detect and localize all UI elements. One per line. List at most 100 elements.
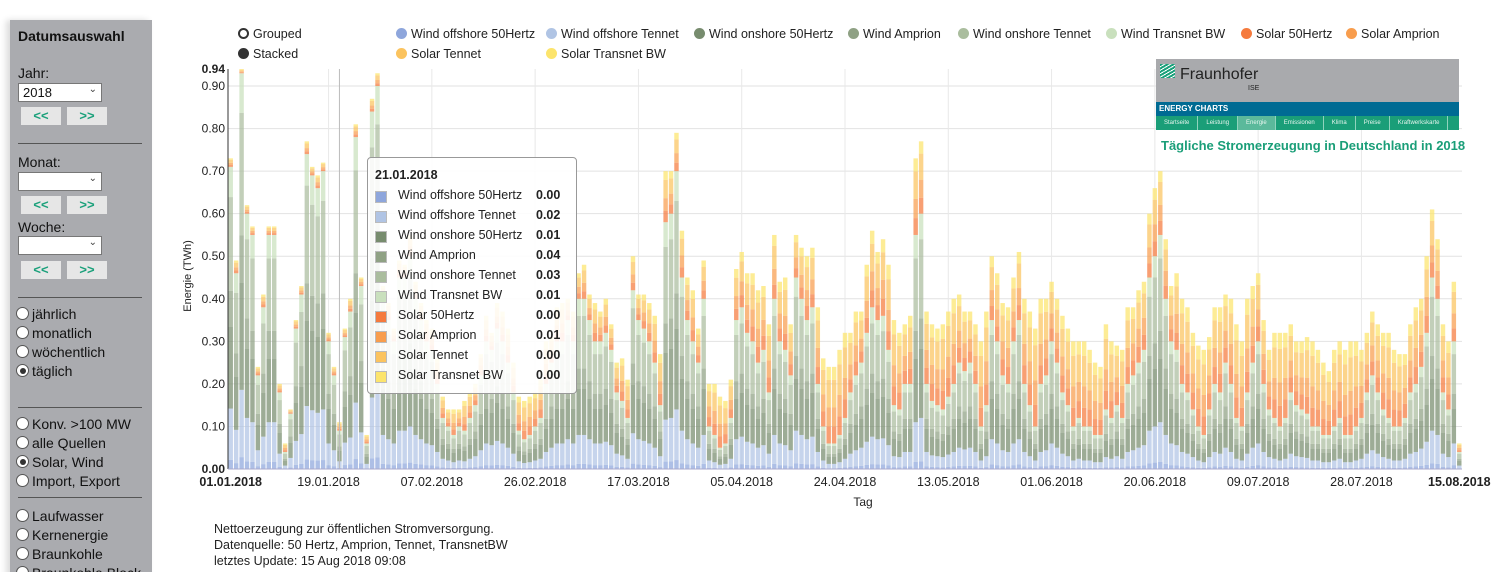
bar-segment[interactable]	[1054, 348, 1060, 363]
bar-segment[interactable]	[690, 298, 696, 318]
bar-segment[interactable]	[603, 332, 609, 347]
bar-segment[interactable]	[891, 365, 897, 387]
bar-segment[interactable]	[342, 330, 348, 334]
bar-segment[interactable]	[984, 467, 989, 469]
bar-segment[interactable]	[739, 251, 744, 262]
bar-segment[interactable]	[1337, 423, 1342, 439]
bar-segment[interactable]	[516, 430, 522, 435]
bar-segment[interactable]	[1027, 439, 1033, 457]
bar-segment[interactable]	[1272, 332, 1277, 348]
bar-segment[interactable]	[462, 405, 467, 417]
bar-segment[interactable]	[353, 126, 358, 132]
bar-segment[interactable]	[1304, 337, 1310, 351]
bar-segment[interactable]	[304, 148, 310, 152]
bar-segment[interactable]	[1027, 311, 1033, 328]
bar-segment[interactable]	[935, 405, 940, 412]
bar-segment[interactable]	[233, 353, 239, 377]
bar-segment[interactable]	[1103, 324, 1109, 339]
bar-segment[interactable]	[1016, 251, 1022, 264]
bar-segment[interactable]	[902, 418, 908, 429]
bar-segment[interactable]	[1087, 467, 1092, 469]
bar-segment[interactable]	[739, 436, 744, 465]
bar-segment[interactable]	[886, 413, 891, 446]
bar-segment[interactable]	[1255, 354, 1261, 394]
bar-segment[interactable]	[625, 399, 630, 410]
mode-grouped[interactable]: Grouped	[238, 27, 302, 41]
bar-segment[interactable]	[603, 346, 609, 389]
bar-segment[interactable]	[1375, 335, 1380, 361]
bar-segment[interactable]	[1065, 456, 1071, 468]
bar-segment[interactable]	[511, 400, 516, 424]
bar-segment[interactable]	[1408, 400, 1413, 424]
bar-segment[interactable]	[679, 277, 685, 297]
bar-segment[interactable]	[837, 349, 842, 365]
bar-segment[interactable]	[331, 425, 337, 451]
bar-segment[interactable]	[315, 337, 320, 413]
bar-segment[interactable]	[837, 438, 842, 449]
bar-segment[interactable]	[587, 334, 592, 382]
bar-segment[interactable]	[1109, 445, 1114, 459]
bar-segment[interactable]	[304, 185, 310, 284]
bar-segment[interactable]	[1212, 367, 1217, 384]
bar-segment[interactable]	[815, 418, 821, 429]
bar-segment[interactable]	[772, 434, 777, 464]
bar-segment[interactable]	[668, 193, 674, 205]
bar-segment[interactable]	[1196, 345, 1201, 360]
bar-segment[interactable]	[310, 173, 315, 176]
bar-segment[interactable]	[1081, 443, 1087, 449]
bar-segment[interactable]	[266, 359, 271, 423]
bar-segment[interactable]	[1288, 453, 1293, 467]
bar-segment[interactable]	[837, 416, 842, 435]
bar-segment[interactable]	[875, 439, 880, 465]
bar-segment[interactable]	[1413, 320, 1419, 348]
bar-segment[interactable]	[717, 447, 723, 450]
bar-segment[interactable]	[848, 342, 853, 365]
bar-segment[interactable]	[902, 334, 908, 356]
bar-segment[interactable]	[358, 277, 364, 279]
bar-segment[interactable]	[674, 293, 679, 329]
bar-segment[interactable]	[473, 467, 478, 469]
bar-segment[interactable]	[636, 294, 641, 299]
bar-segment[interactable]	[1283, 467, 1288, 469]
bar-segment[interactable]	[527, 462, 532, 468]
bar-segment[interactable]	[1342, 416, 1348, 435]
bar-segment[interactable]	[233, 377, 239, 430]
bar-segment[interactable]	[587, 298, 592, 309]
bar-segment[interactable]	[1386, 417, 1391, 424]
bar-segment[interactable]	[293, 464, 299, 469]
bar-segment[interactable]	[908, 429, 913, 452]
bar-segment[interactable]	[266, 330, 271, 359]
bar-segment[interactable]	[859, 338, 864, 352]
bar-segment[interactable]	[233, 463, 239, 469]
bar-segment[interactable]	[1038, 298, 1043, 314]
bar-segment[interactable]	[810, 279, 815, 295]
bar-segment[interactable]	[1038, 418, 1043, 429]
bar-segment[interactable]	[1217, 466, 1223, 469]
bar-segment[interactable]	[1288, 377, 1293, 393]
bar-segment[interactable]	[1348, 414, 1353, 435]
bar-segment[interactable]	[1261, 383, 1266, 393]
bar-segment[interactable]	[1413, 451, 1419, 467]
bar-segment[interactable]	[1152, 241, 1158, 257]
bar-segment[interactable]	[706, 391, 712, 407]
bar-segment[interactable]	[1043, 298, 1049, 312]
bar-segment[interactable]	[1152, 426, 1158, 463]
bar-segment[interactable]	[1255, 465, 1261, 469]
bar-segment[interactable]	[489, 413, 494, 446]
bar-segment[interactable]	[1299, 341, 1304, 353]
bar-segment[interactable]	[891, 405, 897, 412]
bar-segment[interactable]	[728, 458, 734, 468]
bar-segment[interactable]	[413, 463, 418, 469]
bar-segment[interactable]	[984, 456, 989, 468]
bar-segment[interactable]	[962, 321, 967, 344]
bar-segment[interactable]	[859, 311, 864, 321]
bar-segment[interactable]	[1435, 270, 1440, 286]
bar-segment[interactable]	[1266, 441, 1272, 458]
bar-segment[interactable]	[739, 281, 744, 296]
bar-segment[interactable]	[467, 412, 473, 418]
bar-segment[interactable]	[554, 465, 560, 469]
bar-segment[interactable]	[908, 368, 913, 384]
bar-segment[interactable]	[331, 413, 337, 425]
bar-segment[interactable]	[1076, 438, 1081, 445]
bar-segment[interactable]	[299, 290, 304, 293]
